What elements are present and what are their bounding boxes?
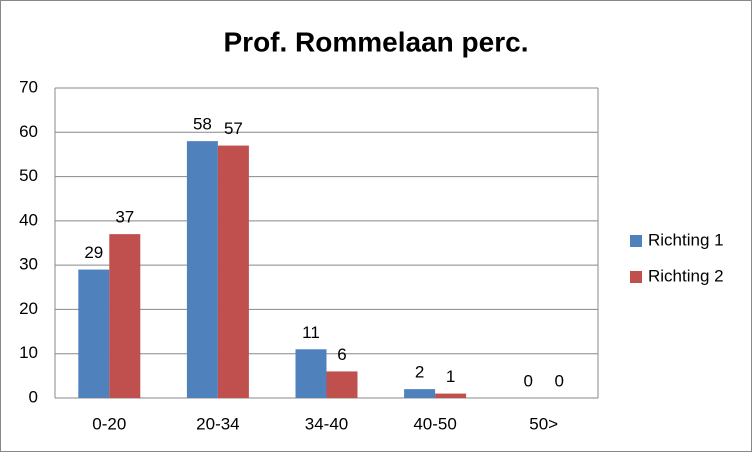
chart-title: Prof. Rommelaan perc. xyxy=(224,26,529,57)
data-label: 58 xyxy=(193,115,212,134)
data-label: 29 xyxy=(84,243,103,262)
bar xyxy=(78,269,110,398)
bar xyxy=(404,389,436,398)
data-label: 1 xyxy=(446,367,455,386)
bar xyxy=(435,393,467,398)
legend-swatch xyxy=(630,235,642,247)
x-tick-label: 40-50 xyxy=(413,414,456,433)
y-tick-label: 50 xyxy=(19,166,38,185)
y-tick-label: 10 xyxy=(19,343,38,362)
x-tick-label: 50> xyxy=(529,414,558,433)
data-label: 6 xyxy=(337,345,346,364)
y-tick-label: 20 xyxy=(19,299,38,318)
y-tick-label: 60 xyxy=(19,122,38,141)
legend-label: Richting 1 xyxy=(648,230,724,249)
data-label: 37 xyxy=(115,208,134,227)
bar xyxy=(326,371,358,398)
bar xyxy=(186,141,218,398)
legend-label: Richting 2 xyxy=(648,266,724,285)
data-label: 11 xyxy=(302,323,320,342)
data-label: 57 xyxy=(224,119,243,138)
data-label: 2 xyxy=(415,363,424,382)
data-label: 0 xyxy=(523,371,532,390)
legend-swatch xyxy=(630,271,642,283)
x-tick-label: 34-40 xyxy=(305,414,348,433)
x-tick-label: 20-34 xyxy=(196,414,239,433)
y-tick-label: 0 xyxy=(29,387,38,406)
x-tick-label: 0-20 xyxy=(92,414,126,433)
bar xyxy=(295,349,327,398)
bar xyxy=(217,145,249,398)
bar xyxy=(109,234,141,398)
y-tick-label: 40 xyxy=(19,210,38,229)
data-label: 0 xyxy=(554,371,563,390)
y-tick-label: 30 xyxy=(19,255,38,274)
y-tick-label: 70 xyxy=(19,77,38,96)
